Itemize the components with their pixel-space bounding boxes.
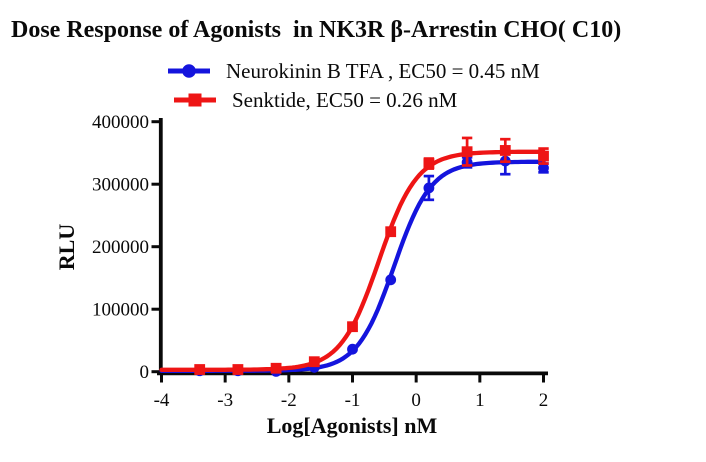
y-axis-label: RLU xyxy=(54,224,79,271)
x-axis-label: Log[Agonists] nM xyxy=(267,413,438,438)
legend-circle-marker-icon xyxy=(168,64,210,78)
x-tick-label: 0 xyxy=(411,390,421,411)
chart-title: Dose Response of Agonists in NK3R β-Arre… xyxy=(11,17,622,43)
data-point xyxy=(194,364,206,375)
y-tick-label: 100000 xyxy=(92,300,149,321)
data-point xyxy=(423,182,435,194)
data-point xyxy=(385,226,397,238)
data-point xyxy=(232,364,244,375)
data-point xyxy=(385,274,397,286)
data-point xyxy=(270,362,282,374)
series-square xyxy=(159,136,549,375)
data-point xyxy=(499,145,511,156)
y-tick-label: 0 xyxy=(140,362,150,383)
axes: -4 -3 -2 -1 0 1 2 0 100000 200000 300000 400000 xyxy=(92,112,548,411)
data-point xyxy=(538,150,549,162)
legend-label-neurokinin-b-tfa: Neurokinin B TFA , EC50 = 0.45 nM xyxy=(226,58,540,83)
legend-square-marker-icon xyxy=(174,93,216,107)
data-point xyxy=(538,162,549,174)
data-point xyxy=(461,146,473,158)
y-tick-label: 300000 xyxy=(92,175,149,196)
fit-curve xyxy=(159,149,546,372)
data-series xyxy=(159,136,549,377)
x-tick-label: -2 xyxy=(281,390,297,411)
data-point xyxy=(347,321,358,333)
x-tick-label: -1 xyxy=(345,390,361,411)
data-point xyxy=(347,343,358,355)
data-point xyxy=(308,356,320,368)
data-point xyxy=(423,158,435,169)
y-tick-label: 200000 xyxy=(92,237,149,258)
legend-item-senktide: Senktide, EC50 = 0.26 nM xyxy=(172,88,457,112)
x-tick-label: 1 xyxy=(475,390,485,411)
fit-curve xyxy=(159,159,546,373)
series-circle xyxy=(159,146,549,377)
legend-item-neurokinin-b-tfa: Neurokinin B TFA , EC50 = 0.45 nM xyxy=(166,59,540,83)
legend-label-senktide: Senktide, EC50 = 0.26 nM xyxy=(232,87,458,112)
x-tick-label: -3 xyxy=(217,390,233,411)
y-tick-label: 400000 xyxy=(92,112,149,133)
x-tick-label: 2 xyxy=(539,390,549,411)
x-tick-label: -4 xyxy=(154,390,170,411)
